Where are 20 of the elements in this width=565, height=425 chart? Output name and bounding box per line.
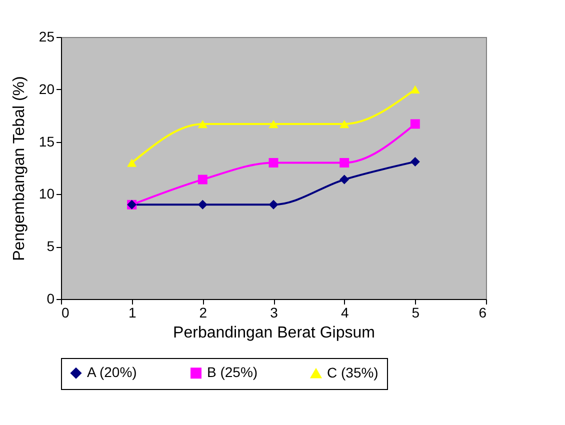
y-tick-label: 25 bbox=[38, 28, 55, 44]
legend-label: B (25%) bbox=[207, 364, 258, 380]
y-tick-label: 10 bbox=[38, 186, 55, 202]
legend-label: A (20%) bbox=[87, 364, 137, 380]
x-tick-label: 2 bbox=[199, 304, 208, 320]
legend-label: C (35%) bbox=[327, 364, 378, 380]
x-tick-label: 5 bbox=[412, 304, 420, 320]
y-tick-label: 15 bbox=[38, 133, 55, 150]
point bbox=[268, 158, 278, 168]
x-tick-label: 0 bbox=[62, 304, 70, 320]
x-tick-label: 1 bbox=[128, 304, 136, 320]
y-tick-label: 20 bbox=[38, 80, 55, 97]
y-tick-label: 5 bbox=[46, 238, 55, 254]
x-tick-label: 3 bbox=[270, 304, 278, 320]
point bbox=[340, 158, 350, 168]
y-tick-label: 0 bbox=[46, 290, 55, 306]
x-tick-label: 4 bbox=[340, 304, 349, 320]
x-tick-label: 6 bbox=[478, 304, 487, 320]
x-axis-title: Perbandingan Berat Gipsum bbox=[173, 324, 375, 342]
y-axis-title: Pengembangan Tebal (%) bbox=[10, 76, 28, 261]
